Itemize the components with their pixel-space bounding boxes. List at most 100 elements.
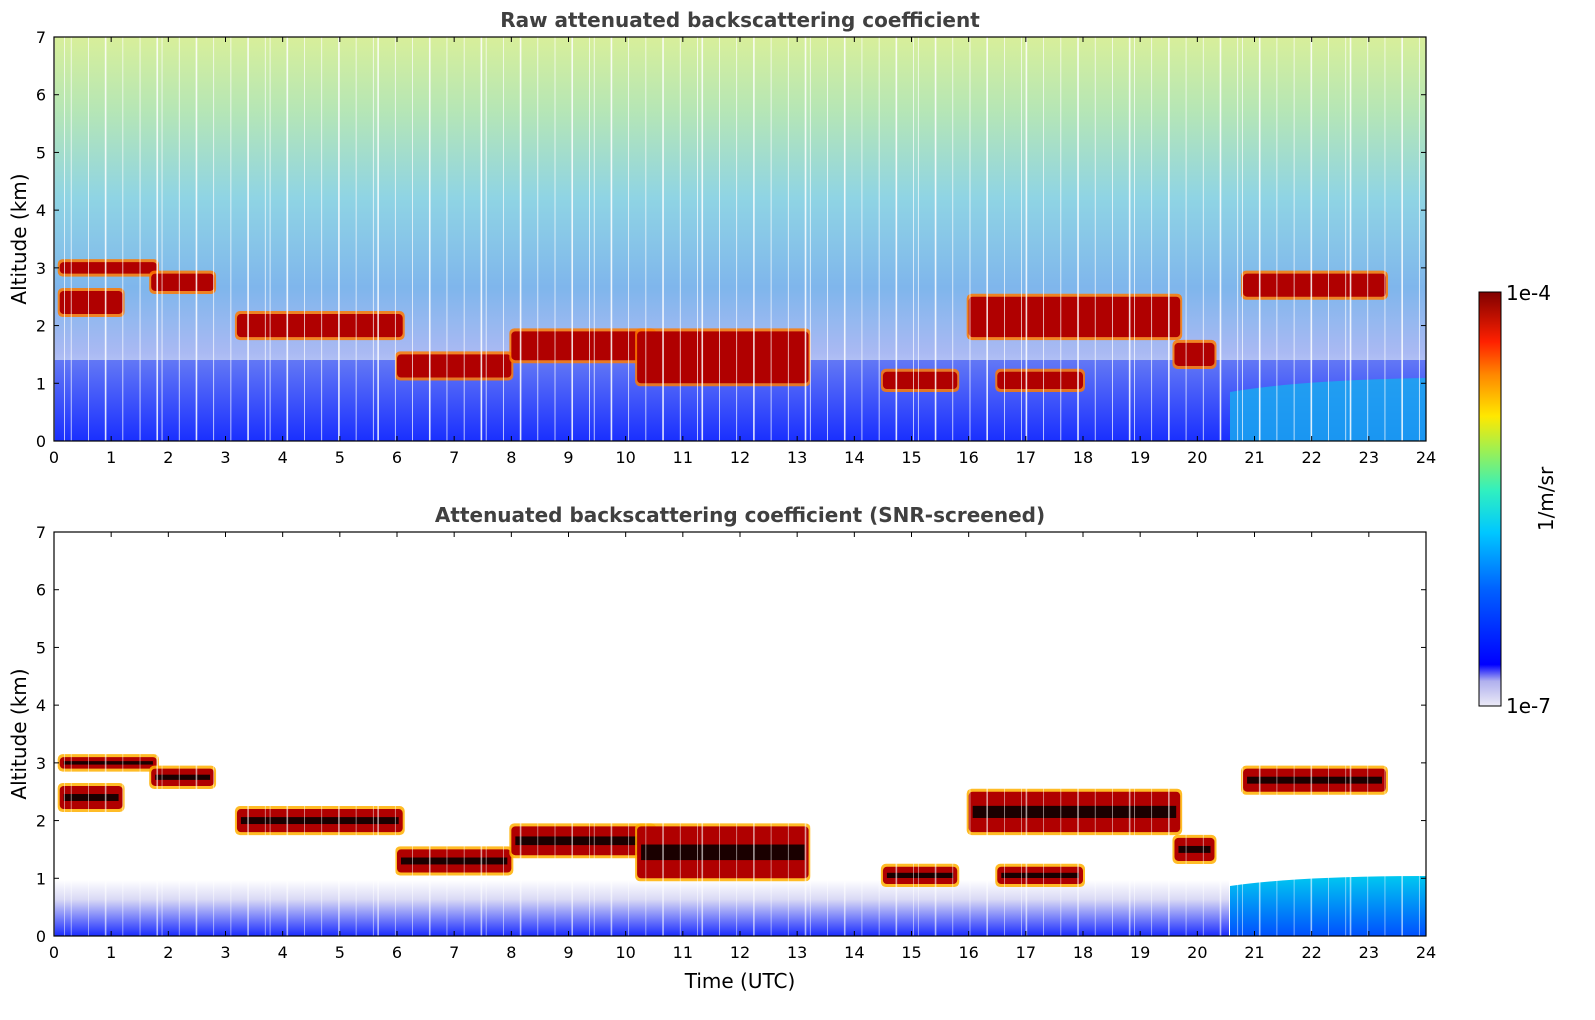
colorbar: 1e-4 1e-7 1/m/sr xyxy=(1478,281,1558,718)
x-tick-label: 23 xyxy=(1359,448,1379,467)
x-tick-label: 23 xyxy=(1359,943,1379,962)
x-tick-label: 2 xyxy=(163,943,173,962)
x-tick-label: 2 xyxy=(163,448,173,467)
panel-screened-xlabel: Time (UTC) xyxy=(684,969,796,993)
boundary-layer xyxy=(54,880,1229,936)
x-tick-label: 24 xyxy=(1416,448,1436,467)
x-tick-label: 7 xyxy=(449,448,459,467)
x-tick-label: 4 xyxy=(278,448,288,467)
x-tick-label: 20 xyxy=(1187,448,1207,467)
cloud-layer-core xyxy=(641,844,805,861)
x-tick-label: 0 xyxy=(49,943,59,962)
x-tick-label: 0 xyxy=(49,448,59,467)
x-tick-label: 6 xyxy=(392,943,402,962)
y-tick-label: 4 xyxy=(36,696,46,715)
cloud-layer-core xyxy=(1001,872,1079,878)
x-tick-label: 12 xyxy=(730,448,750,467)
cloud-layer-core xyxy=(155,774,211,780)
boundary-layer-aerosol xyxy=(1230,378,1426,441)
x-tick-label: 10 xyxy=(615,448,635,467)
boundary-layer-aerosol xyxy=(1230,876,1426,936)
x-tick-label: 13 xyxy=(787,943,807,962)
panel-screened-ylabel: Altitude (km) xyxy=(7,668,31,799)
missing-profiles xyxy=(54,37,1420,441)
y-tick-label: 6 xyxy=(36,581,46,600)
panel-screened-title: Attenuated backscattering coefficient (S… xyxy=(435,503,1045,527)
colorbar-unit-label: 1/m/sr xyxy=(1534,466,1558,531)
x-tick-label: 10 xyxy=(615,943,635,962)
cloud-layer xyxy=(511,331,655,361)
x-tick-label: 16 xyxy=(958,943,978,962)
x-tick-label: 9 xyxy=(563,448,573,467)
x-tick-label: 8 xyxy=(506,448,516,467)
cloud-layer xyxy=(397,354,512,378)
colorbar-gradient xyxy=(1478,291,1502,707)
x-tick-label: 5 xyxy=(335,448,345,467)
cloud-layer xyxy=(882,371,958,390)
y-tick-label: 4 xyxy=(36,201,46,220)
panel-raw-y-axis: 0 1 2 3 4 5 6 7 xyxy=(36,28,1426,451)
cloud-layer xyxy=(968,296,1181,338)
y-tick-label: 5 xyxy=(36,143,46,162)
panel-screened-x-axis: 0 1 2 3 4 5 6 7 8 9 10 11 12 13 14 15 16 17 18 19 20 21 22 23 24 xyxy=(49,532,1436,962)
x-tick-label: 18 xyxy=(1073,448,1093,467)
x-tick-label: 21 xyxy=(1244,448,1264,467)
x-tick-label: 6 xyxy=(392,448,402,467)
cloud-layer-core xyxy=(63,761,153,765)
x-tick-label: 24 xyxy=(1416,943,1436,962)
colorbar-min-label: 1e-7 xyxy=(1506,694,1551,718)
x-tick-label: 5 xyxy=(335,943,345,962)
x-tick-label: 19 xyxy=(1130,943,1150,962)
x-tick-label: 1 xyxy=(106,448,116,467)
cloud-layer xyxy=(236,314,403,338)
x-tick-label: 9 xyxy=(563,943,573,962)
x-tick-label: 22 xyxy=(1301,448,1321,467)
colorbar-max-label: 1e-4 xyxy=(1506,281,1551,305)
cloud-layer-core xyxy=(401,857,508,865)
x-tick-label: 14 xyxy=(844,448,864,467)
y-tick-label: 0 xyxy=(36,927,46,946)
x-tick-label: 15 xyxy=(901,943,921,962)
x-tick-label: 11 xyxy=(673,448,693,467)
y-tick-label: 3 xyxy=(36,754,46,773)
x-tick-label: 3 xyxy=(220,448,230,467)
y-tick-label: 1 xyxy=(36,374,46,393)
x-tick-label: 8 xyxy=(506,943,516,962)
x-tick-label: 1 xyxy=(106,943,116,962)
cloud-layers xyxy=(57,754,1388,888)
cloud-layer-core xyxy=(515,836,651,846)
cloud-layer-core xyxy=(240,817,399,825)
cloud-layer-core xyxy=(63,794,119,801)
x-tick-label: 19 xyxy=(1130,448,1150,467)
cloud-layer-core xyxy=(886,872,954,878)
cloud-layer-core xyxy=(1247,776,1382,784)
cloud-layer xyxy=(59,262,157,274)
panel-raw-title: Raw attenuated backscattering coefficien… xyxy=(500,8,980,32)
y-tick-label: 7 xyxy=(36,523,46,542)
cloud-layer xyxy=(151,273,215,291)
x-tick-label: 11 xyxy=(673,943,693,962)
y-tick-label: 5 xyxy=(36,638,46,657)
cloud-layer xyxy=(1174,342,1215,366)
x-tick-label: 18 xyxy=(1073,943,1093,962)
panel-raw-plot-area xyxy=(54,37,1426,441)
x-tick-label: 4 xyxy=(278,943,288,962)
x-tick-label: 20 xyxy=(1187,943,1207,962)
x-tick-label: 17 xyxy=(1016,943,1036,962)
x-tick-label: 16 xyxy=(958,448,978,467)
x-tick-label: 21 xyxy=(1244,943,1264,962)
panel-raw: Raw attenuated backscattering coefficien… xyxy=(7,8,1436,467)
cloud-layer xyxy=(59,290,123,315)
x-tick-label: 13 xyxy=(787,448,807,467)
y-tick-label: 2 xyxy=(36,317,46,336)
y-tick-label: 7 xyxy=(36,28,46,47)
panel-screened-plot-area xyxy=(54,532,1426,936)
y-tick-label: 1 xyxy=(36,869,46,888)
panel-raw-x-axis: 0 1 2 3 4 5 6 7 8 9 10 11 12 13 14 15 16 17 18 19 20 21 22 23 24 xyxy=(49,37,1436,467)
y-tick-label: 0 xyxy=(36,432,46,451)
x-tick-label: 7 xyxy=(449,943,459,962)
cloud-layer-core xyxy=(1178,845,1211,853)
y-tick-label: 2 xyxy=(36,812,46,831)
panel-screened-y-axis: 0 1 2 3 4 5 6 7 xyxy=(36,523,1426,946)
y-tick-label: 3 xyxy=(36,259,46,278)
